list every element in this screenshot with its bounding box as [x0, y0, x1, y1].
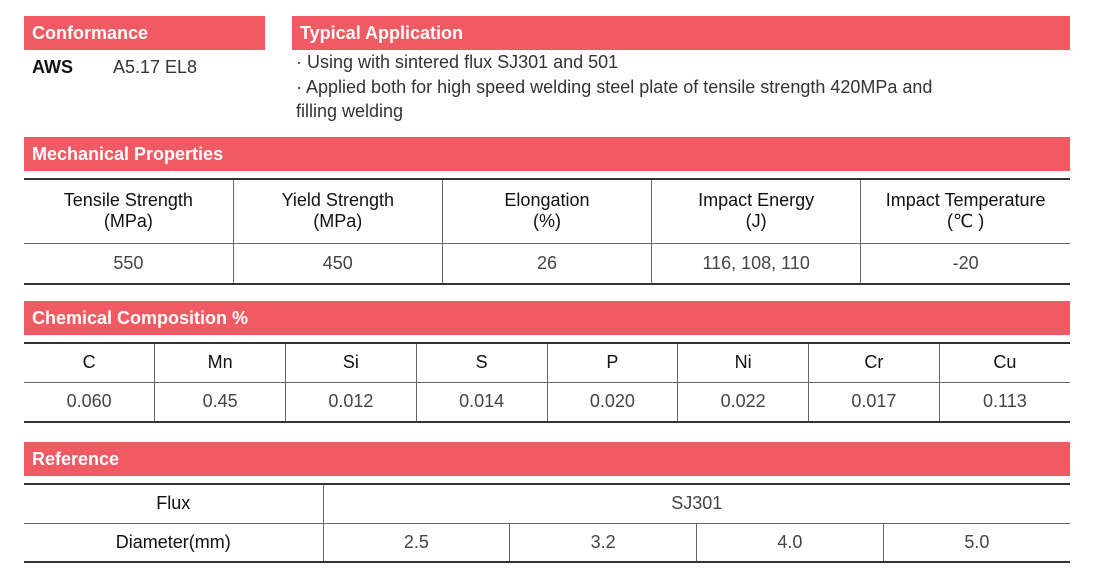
diameter-value: 2.5 [322, 522, 510, 562]
value-tensile-strength: 550 [24, 242, 234, 284]
value-s: 0.014 [415, 381, 547, 422]
flux-value: SJ301 [322, 484, 1070, 523]
reference-table: Flux SJ301 Diameter(mm) 2.5 3.2 4.0 5.0 [24, 483, 1070, 563]
diameter-value: 3.2 [509, 522, 697, 562]
value-p: 0.020 [546, 381, 678, 422]
header-label: Tensile Strength [63, 190, 193, 211]
header-unit: (℃ ) [947, 211, 985, 232]
value-impact-energy: 116, 108, 110 [651, 242, 861, 284]
flux-row: Flux SJ301 [24, 484, 1070, 523]
element-cr: Cr [808, 343, 940, 382]
value-mn: 0.45 [154, 381, 286, 422]
element-s: S [415, 343, 547, 382]
conformance-header: Conformance [24, 16, 265, 50]
application-line-1: · Using with sintered flux SJ301 and 501 [296, 52, 619, 72]
value-cr: 0.017 [808, 381, 940, 422]
mechanical-properties-table: Tensile Strength (MPa) Yield Strength (M… [24, 178, 1070, 285]
header-unit: (%) [532, 211, 561, 232]
value-yield-strength: 450 [232, 242, 443, 284]
header-yield-strength: Yield Strength (MPa) [232, 179, 443, 243]
header-elongation: Elongation (%) [441, 179, 652, 243]
header-label: Impact Energy [698, 190, 815, 211]
element-p: P [546, 343, 678, 382]
header-impact-energy: Impact Energy (J) [651, 179, 861, 243]
element-c: C [82, 352, 96, 373]
header-unit: (J) [745, 211, 767, 232]
chemical-header-row: C Mn Si S P Ni Cr Cu [24, 343, 1070, 382]
chemical-value-row: 0.060 0.45 0.012 0.014 0.020 0.022 0.017… [24, 381, 1070, 422]
element-cu: Cu [938, 343, 1070, 382]
application-line-3: filling welding [296, 101, 404, 121]
chemical-composition-table: C Mn Si S P Ni Cr Cu 0.060 0.45 0.012 0.… [24, 342, 1070, 423]
element-si: Si [285, 343, 417, 382]
header-unit: (MPa) [103, 211, 153, 232]
element-ni: Ni [677, 343, 809, 382]
mechanical-header-row: Tensile Strength (MPa) Yield Strength (M… [24, 179, 1070, 243]
diameter-value: 4.0 [696, 522, 884, 562]
header-label: Impact Temperature [885, 190, 1046, 211]
value-cu: 0.113 [938, 381, 1070, 422]
mechanical-properties-header: Mechanical Properties [24, 137, 1070, 171]
value-ni: 0.022 [677, 381, 809, 422]
conformance-standard-value: A5.17 EL8 [113, 57, 198, 77]
diameter-value: 5.0 [882, 522, 1070, 562]
mechanical-value-row: 550 450 26 116, 108, 110 -20 [24, 242, 1070, 284]
application-line-2: · Applied both for high speed welding st… [296, 77, 933, 97]
value-impact-temperature: -20 [860, 242, 1070, 284]
header-unit: (MPa) [313, 211, 363, 232]
header-impact-temperature: Impact Temperature (℃ ) [860, 179, 1070, 243]
reference-header: Reference [24, 442, 1070, 476]
typical-application-header: Typical Application [292, 16, 1070, 50]
header-label: Elongation [504, 190, 590, 211]
flux-label: Flux [156, 493, 191, 514]
chemical-composition-header: Chemical Composition % [24, 301, 1070, 335]
diameter-label: Diameter(mm) [24, 522, 323, 562]
value-c: 0.060 [24, 381, 155, 422]
element-mn: Mn [154, 343, 286, 382]
conformance-standard-label: AWS [32, 57, 74, 77]
diameter-row: Diameter(mm) 2.5 3.2 4.0 5.0 [24, 522, 1070, 562]
value-si: 0.012 [285, 381, 417, 422]
value-elongation: 26 [441, 242, 652, 284]
header-label: Yield Strength [281, 190, 394, 211]
header-tensile-strength: Tensile Strength (MPa) [24, 179, 233, 243]
